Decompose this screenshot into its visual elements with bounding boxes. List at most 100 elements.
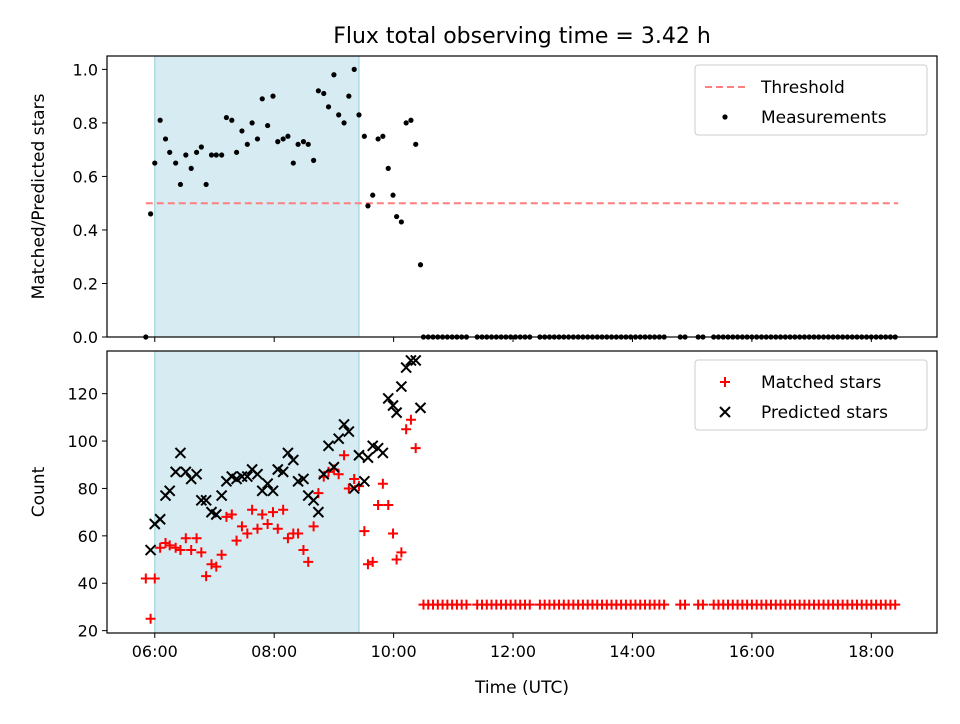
data-point [236, 521, 247, 532]
y-tick-label: 0.6 [73, 167, 98, 186]
data-point [391, 554, 402, 565]
data-point [348, 482, 360, 495]
x-tick-label: 06:00 [132, 642, 178, 661]
series-matched-stars [140, 414, 901, 624]
data-point [180, 466, 192, 478]
y-tick-label: 0.8 [73, 114, 98, 133]
legend: Threshold Measurements [694, 64, 928, 136]
data-point [280, 136, 286, 142]
data-point [254, 136, 261, 142]
data-point [261, 477, 274, 490]
data-point [408, 117, 414, 123]
data-point [188, 165, 194, 171]
data-point [175, 545, 186, 556]
x-tick-label: 10:00 [371, 642, 417, 661]
data-point [308, 521, 319, 532]
data-point [213, 152, 219, 158]
data-point [262, 518, 273, 529]
y-ticks: 20 40 60 80 100 120 [67, 385, 107, 641]
data-point [524, 599, 535, 610]
data-point [282, 533, 293, 544]
data-point [177, 181, 184, 188]
y-tick-label: 80 [78, 479, 98, 498]
data-point [373, 500, 384, 511]
x-ticks: 06:00 08:00 10:00 12:00 14:00 16:00 18:00 [132, 633, 894, 661]
data-point [140, 573, 151, 584]
data-point [461, 599, 472, 610]
data-point [285, 133, 291, 139]
y-ticks: 0.0 0.2 0.4 0.6 0.8 1.0 [73, 60, 107, 347]
data-point [208, 152, 215, 158]
y-tick-label: 60 [78, 527, 98, 546]
data-point [272, 523, 283, 534]
y-tick-label: 120 [67, 385, 98, 404]
series-predicted-stars [144, 354, 427, 556]
legend-marker-dot [722, 114, 728, 120]
data-point [343, 483, 354, 494]
y-tick-label: 20 [78, 622, 98, 641]
data-point [257, 509, 268, 520]
data-point [315, 88, 321, 94]
data-point [300, 139, 307, 145]
data-point [252, 523, 263, 534]
data-point [259, 96, 265, 102]
legend-box [694, 359, 928, 431]
data-point [403, 120, 409, 126]
data-point [162, 136, 169, 142]
data-point [287, 454, 300, 466]
data-point [321, 90, 327, 97]
x-tick-label: 16:00 [729, 642, 775, 661]
data-point [242, 528, 253, 539]
data-point [298, 545, 309, 556]
data-point [417, 262, 424, 268]
y-tick-label: 100 [67, 432, 98, 451]
data-point [305, 141, 311, 147]
y-tick-label: 1.0 [73, 60, 98, 79]
data-point [277, 466, 289, 478]
x-tick-label: 18:00 [848, 642, 894, 661]
data-point [659, 599, 670, 610]
data-point [387, 399, 399, 412]
legend-marker-plus [720, 377, 730, 387]
data-point [388, 528, 399, 539]
data-point [191, 533, 202, 544]
data-point [351, 66, 357, 72]
data-point [410, 354, 422, 367]
data-point [282, 447, 294, 459]
y-axis-label: Count [29, 466, 49, 517]
shaded-interval [154, 55, 360, 338]
data-point [226, 509, 237, 520]
data-point [370, 192, 376, 198]
data-point [167, 149, 173, 155]
data-point [395, 380, 408, 393]
data-point [190, 468, 203, 480]
data-point [362, 451, 374, 464]
data-point [186, 545, 197, 556]
data-point [328, 461, 340, 473]
data-point [307, 494, 320, 507]
data-point [318, 468, 330, 480]
data-point [312, 506, 325, 518]
data-point [303, 556, 314, 567]
legend-box [694, 64, 928, 136]
data-point [336, 112, 342, 118]
bottom-panel-counts: 06:00 08:00 10:00 12:00 14:00 16:00 18:00 20 40 6… [29, 350, 938, 698]
data-point [331, 72, 337, 78]
data-point [154, 513, 166, 525]
data-point [311, 157, 317, 163]
x-tick-label: 14:00 [609, 642, 655, 661]
data-point [383, 500, 394, 511]
data-point [390, 406, 403, 419]
data-point [339, 450, 350, 461]
data-point [210, 508, 222, 521]
data-point [152, 160, 158, 166]
data-point [390, 192, 396, 198]
data-point [267, 485, 279, 497]
data-point [193, 149, 200, 155]
y-tick-label: 40 [78, 574, 98, 593]
data-point [375, 136, 381, 142]
data-point [413, 141, 419, 147]
y-axis-label: Matched/Predicted stars [29, 93, 49, 299]
data-point [293, 528, 304, 539]
data-point [380, 133, 386, 139]
